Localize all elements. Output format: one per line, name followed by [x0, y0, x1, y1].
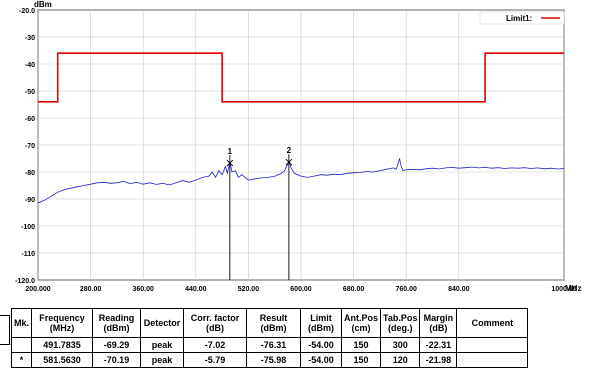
- cell-mk: [10, 337, 33, 353]
- x-tick-label: 520.00: [238, 286, 260, 293]
- x-tick-label: 600.00: [290, 286, 312, 293]
- cell-result: -76.31: [246, 337, 302, 353]
- legend-box: [479, 11, 565, 25]
- x-tick-label: 200.000: [25, 286, 50, 293]
- side-box: [0, 315, 10, 345]
- cell-comment: [456, 352, 529, 368]
- y-tick-label: -50: [25, 89, 35, 96]
- legend: Limit1:: [479, 11, 565, 25]
- cell-result: -75.98: [246, 352, 302, 368]
- cell-ant-pos: 150: [341, 337, 382, 353]
- y-tick-label: -120.0: [15, 278, 35, 285]
- marker-2-label: 2: [287, 146, 292, 155]
- cell-comment: [456, 337, 529, 353]
- y-tick-label: -20.0: [19, 8, 35, 15]
- header-result: Result (dBm): [246, 308, 302, 338]
- x-tick-label: 1000.00: [551, 286, 576, 293]
- x-tick-labels: 200.000 280.00 360.00 440.00 520.00 600.00 680…: [25, 286, 576, 293]
- table-row: * 581.5630 -70.19 peak -5.79 -75.98 -54.…: [10, 352, 529, 368]
- y-tick-label: -60: [25, 116, 35, 123]
- marker-1-cross: [226, 159, 234, 167]
- legend-label: Limit1:: [506, 14, 532, 23]
- cell-ant-pos: 150: [341, 352, 382, 368]
- x-tick-label: 680.00: [343, 286, 365, 293]
- grid: [37, 9, 565, 281]
- header-reading: Reading (dBm): [92, 308, 142, 338]
- y-tick-label: -80: [25, 170, 35, 177]
- y-unit-label: dBm: [34, 0, 52, 9]
- marker-1-label: 1: [228, 147, 233, 156]
- cell-margin: -22.31: [419, 337, 458, 353]
- cell-margin: -21.98: [419, 352, 458, 368]
- header-frequency: Frequency (MHz): [31, 308, 94, 338]
- spectrum-chart: -20.0 -30 -40 -50 -60 -70 -80 -90 -100 -110 -120.0…: [15, 0, 581, 293]
- header-tab-pos: Tab.Pos (deg.): [380, 308, 421, 338]
- x-tick-label: 360.00: [132, 286, 154, 293]
- cell-detector: peak: [140, 337, 185, 353]
- cell-frequency: 491.7835: [31, 337, 94, 353]
- cell-corr-factor: -5.79: [183, 352, 248, 368]
- cell-mk: *: [10, 352, 33, 368]
- header-corr-factor: Corr. factor (dB): [183, 308, 248, 338]
- limit-series-line: [38, 52, 564, 103]
- x-tick-label: 840.00: [448, 286, 470, 293]
- x-tick-label: 440.00: [185, 286, 207, 293]
- y-tick-label: -110: [21, 251, 35, 258]
- cell-limit: -54.00: [300, 352, 343, 368]
- cell-tab-pos: 300: [380, 337, 421, 353]
- header-detector: Detector: [140, 308, 185, 338]
- x-unit-label: MHz: [565, 284, 581, 293]
- cell-frequency: 581.5630: [31, 352, 94, 368]
- result-table: Mk. Frequency (MHz) Reading (dBm) Detector…: [10, 308, 529, 368]
- marker-2-cross: [285, 158, 293, 166]
- header-margin: Margin (dB): [419, 308, 458, 338]
- y-tick-label: -70: [25, 143, 35, 150]
- cell-reading: -69.29: [92, 337, 142, 353]
- header-mk: Mk.: [10, 308, 33, 338]
- x-tick-label: 760.00: [395, 286, 417, 293]
- header-ant-pos: Ant.Pos (cm): [341, 308, 382, 338]
- table-row: 491.7835 -69.29 peak -7.02 -76.31 -54.00…: [10, 337, 529, 353]
- table-header-row: Mk. Frequency (MHz) Reading (dBm) Detector…: [10, 308, 529, 338]
- y-tick-label: -40: [25, 62, 35, 69]
- y-tick-label: -30: [25, 35, 35, 42]
- cell-corr-factor: -7.02: [183, 337, 248, 353]
- x-tick-label: 280.00: [80, 286, 102, 293]
- cell-limit: -54.00: [300, 337, 343, 353]
- header-limit: Limit (dBm): [300, 308, 343, 338]
- y-tick-label: -100: [21, 224, 35, 231]
- cell-tab-pos: 120: [380, 352, 421, 368]
- cell-detector: peak: [140, 352, 185, 368]
- y-tick-label: -90: [25, 197, 35, 204]
- y-tick-labels: -20.0 -30 -40 -50 -60 -70 -80 -90 -100 -110 -120.0: [15, 8, 35, 285]
- header-comment: Comment: [456, 308, 529, 338]
- cell-reading: -70.19: [92, 352, 142, 368]
